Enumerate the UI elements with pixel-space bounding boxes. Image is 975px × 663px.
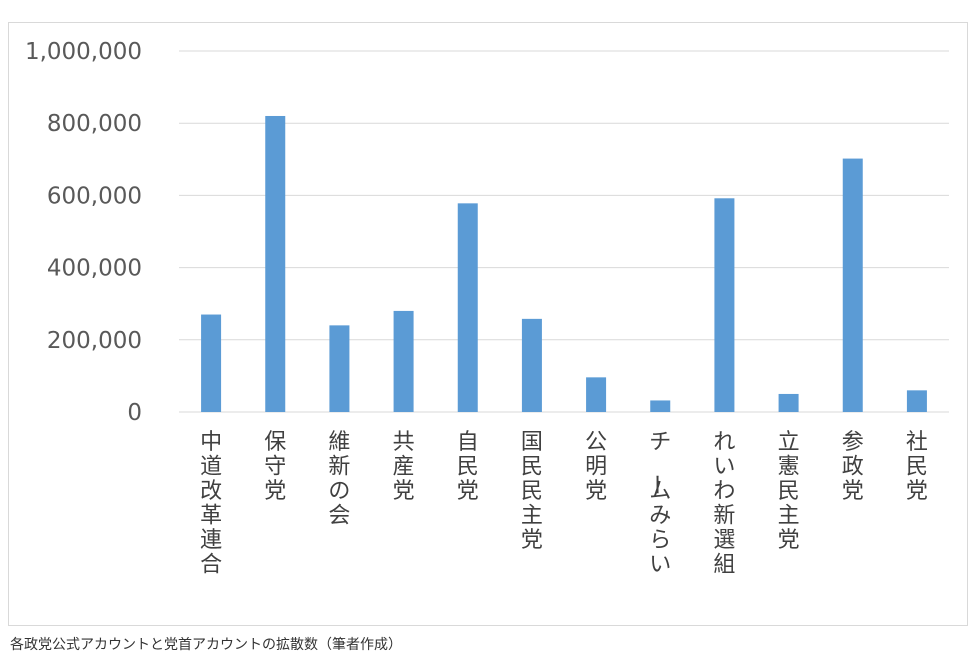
chart-frame: 0 200,000 400,000 600,000 800,000 1,000,000 中道… <box>8 22 968 626</box>
y-tick-label: 1,000,000 <box>25 39 142 65</box>
bar <box>457 203 478 412</box>
y-tick-label: 400,000 <box>47 256 142 282</box>
x-tick-label: 立憲民主党 <box>778 430 800 553</box>
x-tick-label: 参政党 <box>842 430 864 504</box>
x-tick-label: れいわ新選組 <box>713 430 735 578</box>
bar <box>714 198 735 412</box>
y-tick-label: 800,000 <box>47 111 142 137</box>
bar <box>521 318 542 412</box>
y-tick-label: 600,000 <box>47 183 142 209</box>
bar <box>329 325 350 412</box>
bar <box>265 115 286 412</box>
bar <box>201 314 222 412</box>
bar-chart: 0 200,000 400,000 600,000 800,000 1,000,000 中道… <box>25 39 949 578</box>
x-tick-label: 自民党 <box>457 430 479 504</box>
x-tick-label: 維新の会 <box>328 430 350 529</box>
x-tick-label: 国民民主党 <box>521 430 543 553</box>
bar <box>393 310 414 412</box>
bar <box>778 393 799 412</box>
x-tick-label: 中道改革連合 <box>200 430 222 578</box>
x-tick-label: 保守党 <box>264 430 286 504</box>
y-tick-label: 200,000 <box>47 328 142 354</box>
bar <box>650 400 671 412</box>
figure-caption: 各政党公式アカウントと党首アカウントの拡散数（筆者作成） <box>10 637 402 653</box>
y-tick-label: 0 <box>127 400 142 426</box>
bar <box>842 158 863 412</box>
x-tick-label: 社民党 <box>906 430 928 504</box>
x-tick-label: 共産党 <box>393 430 415 504</box>
x-tick-label: チームみらい <box>643 430 671 578</box>
bar <box>906 390 927 412</box>
bar <box>586 377 607 412</box>
x-tick-label: 公明党 <box>585 430 607 504</box>
